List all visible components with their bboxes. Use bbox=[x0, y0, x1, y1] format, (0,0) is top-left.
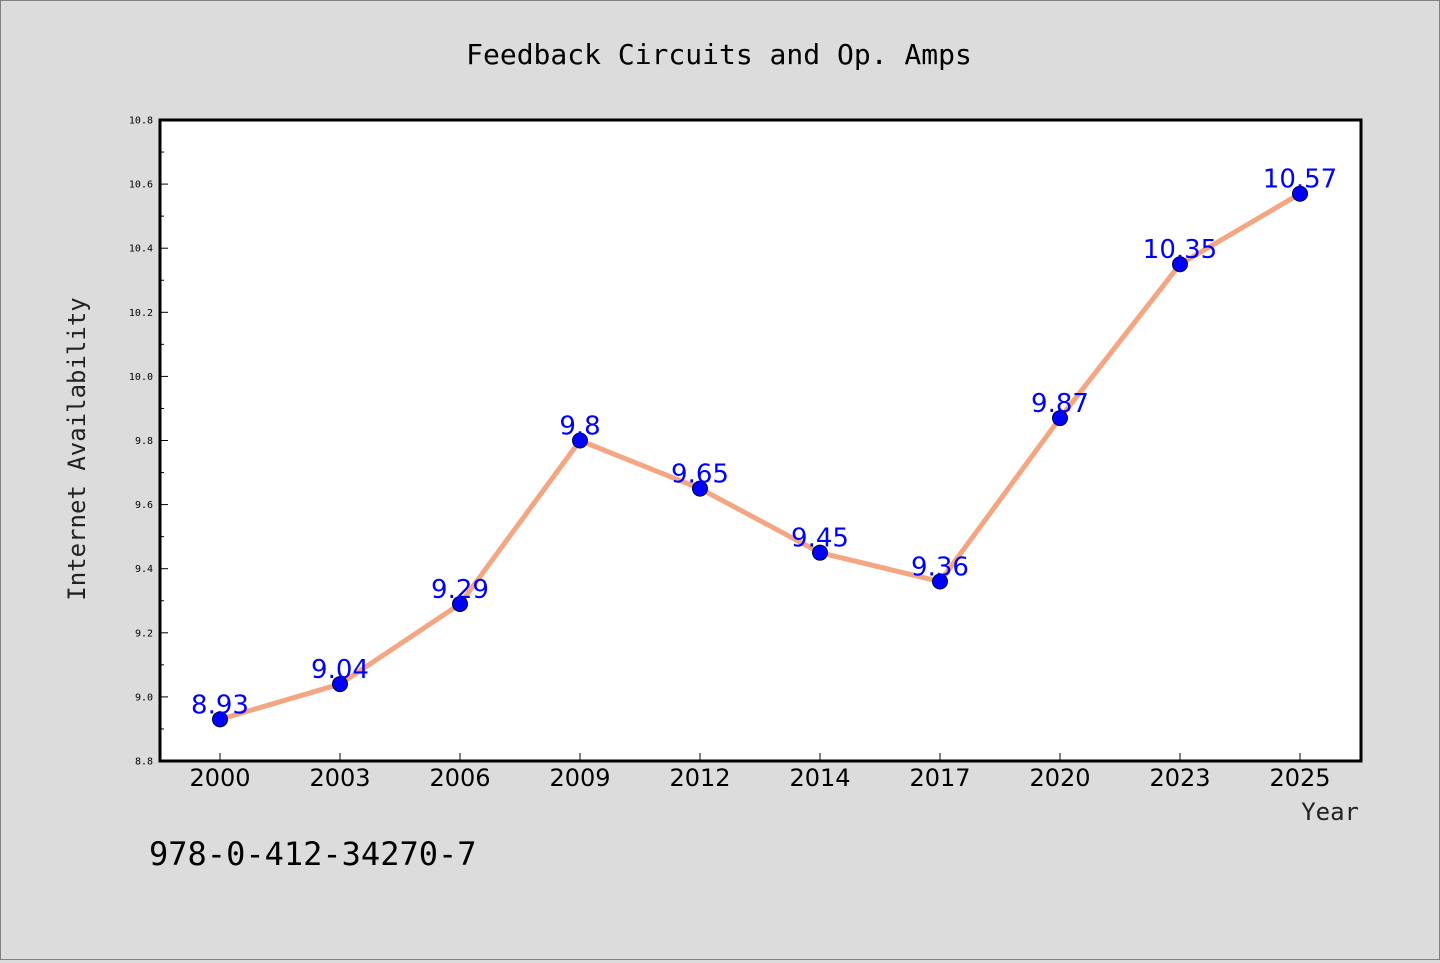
x-tick-label: 2000 bbox=[189, 764, 250, 792]
data-point bbox=[332, 676, 348, 693]
x-tick-label: 2020 bbox=[1029, 764, 1090, 792]
series-line bbox=[217, 191, 1303, 722]
data-label: 9.45 bbox=[791, 524, 849, 554]
data-label: 8.93 bbox=[191, 690, 249, 720]
y-tick-label: 10.6 bbox=[129, 180, 153, 191]
y-tick-label: 9.4 bbox=[135, 564, 153, 575]
y-tick-label: 9.2 bbox=[135, 628, 153, 639]
data-label: 9.29 bbox=[431, 575, 489, 605]
series-layer: 8.93 9.04 9.29 9.8 9.65 9.45 9.36 9.87 10.35 10.5… bbox=[191, 165, 1337, 728]
y-tick-label: 10.4 bbox=[129, 244, 153, 255]
y-tick-label: 10.2 bbox=[129, 308, 153, 319]
data-point bbox=[1052, 410, 1068, 427]
data-point bbox=[1172, 256, 1188, 273]
y-tick-label: 9.0 bbox=[135, 692, 153, 703]
data-point bbox=[692, 480, 708, 497]
x-tick-label: 2014 bbox=[789, 764, 850, 792]
data-point bbox=[212, 711, 228, 728]
x-tick-label: 2003 bbox=[309, 764, 370, 792]
y-axis: 8.8 9.0 9.2 9.4 9.6 9.8 10.0 10.2 10.4 10.6 10.8 bbox=[129, 116, 168, 768]
data-point bbox=[1292, 185, 1308, 202]
data-label: 10.57 bbox=[1263, 165, 1337, 195]
isbn-annotation: 978-0-412-34270-7 bbox=[149, 835, 477, 873]
x-tick-label: 2023 bbox=[1149, 764, 1210, 792]
x-tick-label: 2012 bbox=[669, 764, 730, 792]
data-label: 9.87 bbox=[1031, 389, 1089, 419]
data-label: 9.65 bbox=[671, 460, 729, 490]
x-tick-label: 2025 bbox=[1269, 764, 1330, 792]
data-point bbox=[812, 544, 828, 561]
data-label: 9.04 bbox=[311, 655, 369, 685]
y-tick-label: 8.8 bbox=[135, 757, 153, 768]
plot-area bbox=[158, 118, 1363, 763]
data-label: 10.35 bbox=[1143, 235, 1217, 265]
x-tick-label: 2009 bbox=[549, 764, 610, 792]
x-tick-label: 2017 bbox=[909, 764, 970, 792]
y-tick-label: 9.8 bbox=[135, 436, 153, 447]
x-axis: 2000 2003 2006 2009 2012 2014 2017 2020 2023 2025 bbox=[189, 753, 1331, 792]
data-point bbox=[932, 573, 948, 590]
data-label: 9.36 bbox=[911, 553, 969, 583]
x-axis-label: Year bbox=[1301, 798, 1359, 826]
data-point bbox=[452, 595, 468, 612]
chart-title: Feedback Circuits and Op. Amps bbox=[466, 38, 972, 71]
y-axis-label: Internet Availability bbox=[63, 297, 91, 600]
y-tick-label: 9.6 bbox=[135, 500, 153, 511]
y-tick-label: 10.0 bbox=[129, 372, 153, 383]
y-tick-label: 10.8 bbox=[129, 116, 153, 127]
data-point bbox=[572, 432, 588, 449]
x-tick-label: 2006 bbox=[429, 764, 490, 792]
data-label: 9.8 bbox=[559, 412, 600, 442]
